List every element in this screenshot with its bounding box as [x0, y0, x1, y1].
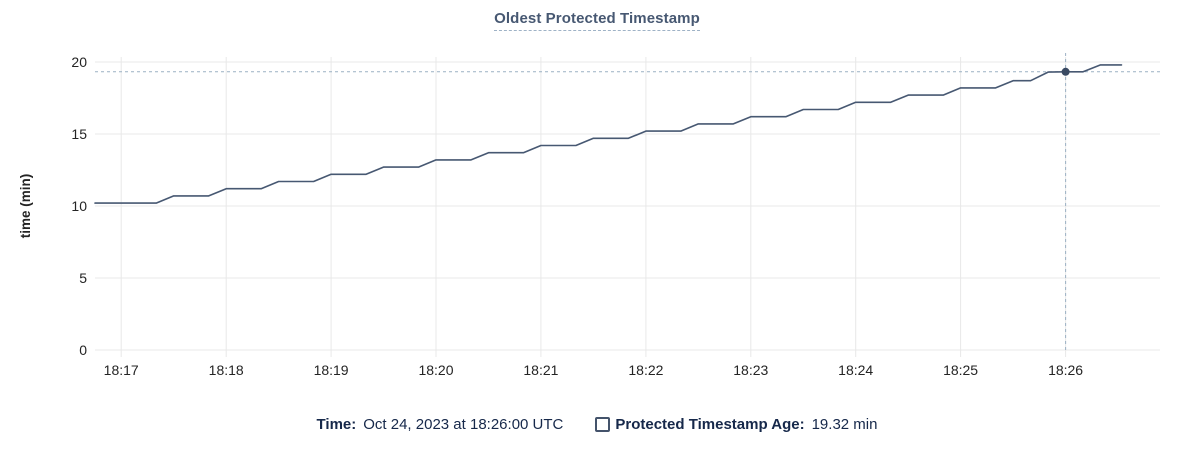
y-axis-title: time (min): [18, 174, 33, 239]
legend-time-value: Oct 24, 2023 at 18:26:00 UTC: [363, 416, 564, 433]
legend-series-value: 19.32 min: [811, 416, 878, 433]
legend-time-label: Time:: [316, 416, 357, 433]
series-line-protected-timestamp-age: [94, 64, 1123, 204]
timeseries-chart[interactable]: 0 5 10 15 20 18:17 18:18 18:19 18:20 18:21 18:22 18…: [0, 0, 1194, 400]
x-axis-tick-label: 18:23: [733, 362, 768, 378]
x-axis-tick-label: 18:21: [523, 362, 558, 378]
x-axis-tick-label: 18:22: [628, 362, 663, 378]
x-axis-tick-label: 18:18: [209, 362, 244, 378]
x-axis-tick-label: 18:25: [943, 362, 978, 378]
x-axis-tick-label: 18:26: [1048, 362, 1083, 378]
legend-series-toggle[interactable]: Protected Timestamp Age: 19.32 min: [595, 416, 877, 433]
x-axis-tick-label: 18:17: [104, 362, 139, 378]
chart-title[interactable]: Oldest Protected Timestamp: [494, 10, 700, 31]
y-axis-tick-label: 15: [71, 126, 87, 142]
x-axis-tick-label: 18:19: [314, 362, 349, 378]
y-axis-tick-label: 0: [79, 342, 87, 358]
series-visibility-checkbox[interactable]: [595, 417, 611, 432]
hover-point-marker: [1061, 67, 1070, 76]
x-axis-tick-label: 18:24: [838, 362, 873, 378]
y-axis-tick-label: 5: [79, 270, 87, 286]
chart-title-row: Oldest Protected Timestamp: [0, 10, 1194, 31]
hover-crosshair: [95, 53, 1160, 350]
chart-legend: Time: Oct 24, 2023 at 18:26:00 UTC Prote…: [0, 416, 1194, 433]
x-axis-tick-label: 18:20: [418, 362, 453, 378]
y-axis-tick-label: 20: [71, 54, 87, 70]
grid-lines: [95, 57, 1160, 357]
axis-tick-labels: 0 5 10 15 20 18:17 18:18 18:19 18:20 18:21 18:22 18…: [71, 54, 1083, 378]
y-axis-tick-label: 10: [71, 198, 87, 214]
legend-series-label: Protected Timestamp Age:: [615, 416, 805, 433]
